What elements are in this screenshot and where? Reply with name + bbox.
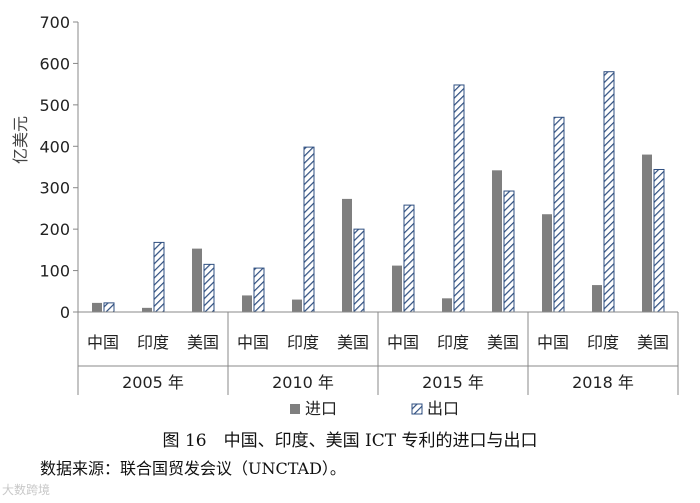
category-label: 美国 [637, 333, 669, 352]
bar-import [92, 302, 102, 312]
category-label: 印度 [437, 333, 469, 352]
legend-swatch-import [290, 404, 300, 414]
category-label: 美国 [337, 333, 369, 352]
y-tick-label: 100 [39, 262, 70, 281]
bar-export [103, 302, 115, 313]
legend-label-export: 出口 [427, 399, 459, 418]
category-label: 印度 [287, 333, 319, 352]
y-tick-label: 700 [39, 13, 70, 32]
bar-import [292, 299, 302, 312]
bar-export [453, 84, 465, 313]
bar-import [642, 154, 652, 312]
y-tick-label: 400 [39, 137, 70, 156]
bar-import [342, 198, 352, 312]
y-tick-label: 200 [39, 220, 70, 239]
category-label: 美国 [187, 333, 219, 352]
year-group-label: 2015 年 [422, 373, 484, 392]
bar-export [203, 263, 215, 313]
bar-export [403, 204, 415, 313]
bar-export [553, 116, 565, 313]
year-group-label: 2010 年 [272, 373, 334, 392]
figure-caption: 图 16 中国、印度、美国 ICT 专利的进口与出口 [162, 431, 538, 451]
bar-export [303, 146, 315, 313]
bar-export [353, 228, 365, 313]
year-group-label: 2005 年 [122, 373, 184, 392]
bar-import [192, 248, 202, 312]
y-axis-label: 亿美元 [11, 116, 30, 164]
legend-label-import: 进口 [305, 399, 337, 418]
bar-import [142, 307, 152, 312]
y-tick-label: 500 [39, 96, 70, 115]
bar-export [503, 190, 515, 313]
category-label: 中国 [237, 333, 269, 352]
bars [92, 71, 665, 313]
bar-export [653, 168, 665, 313]
y-tick-label: 300 [39, 179, 70, 198]
category-label: 印度 [587, 333, 619, 352]
bar-import [592, 285, 602, 312]
category-label: 印度 [137, 333, 169, 352]
y-tick-label: 0 [60, 303, 70, 322]
watermark: 大数跨境 [2, 483, 51, 497]
legend-swatch-export [411, 403, 423, 415]
category-label: 美国 [487, 333, 519, 352]
category-label: 中国 [537, 333, 569, 352]
category-label: 中国 [87, 333, 119, 352]
y-axis: 0 100 200 300 400 500 600 700 [39, 13, 79, 322]
bar-import [242, 295, 252, 312]
data-source: 数据来源：联合国贸发会议（UNCTAD）。 [40, 459, 346, 478]
bar-import [492, 170, 502, 312]
y-tick-label: 600 [39, 54, 70, 73]
year-group-label: 2018 年 [572, 373, 634, 392]
bar-export [603, 71, 615, 313]
bar-import [542, 214, 552, 312]
bar-import [442, 298, 452, 312]
legend: 进口 出口 [290, 399, 459, 418]
bar-import [392, 265, 402, 312]
bar-export [153, 241, 165, 313]
category-label: 中国 [387, 333, 419, 352]
bar-export [253, 267, 265, 313]
